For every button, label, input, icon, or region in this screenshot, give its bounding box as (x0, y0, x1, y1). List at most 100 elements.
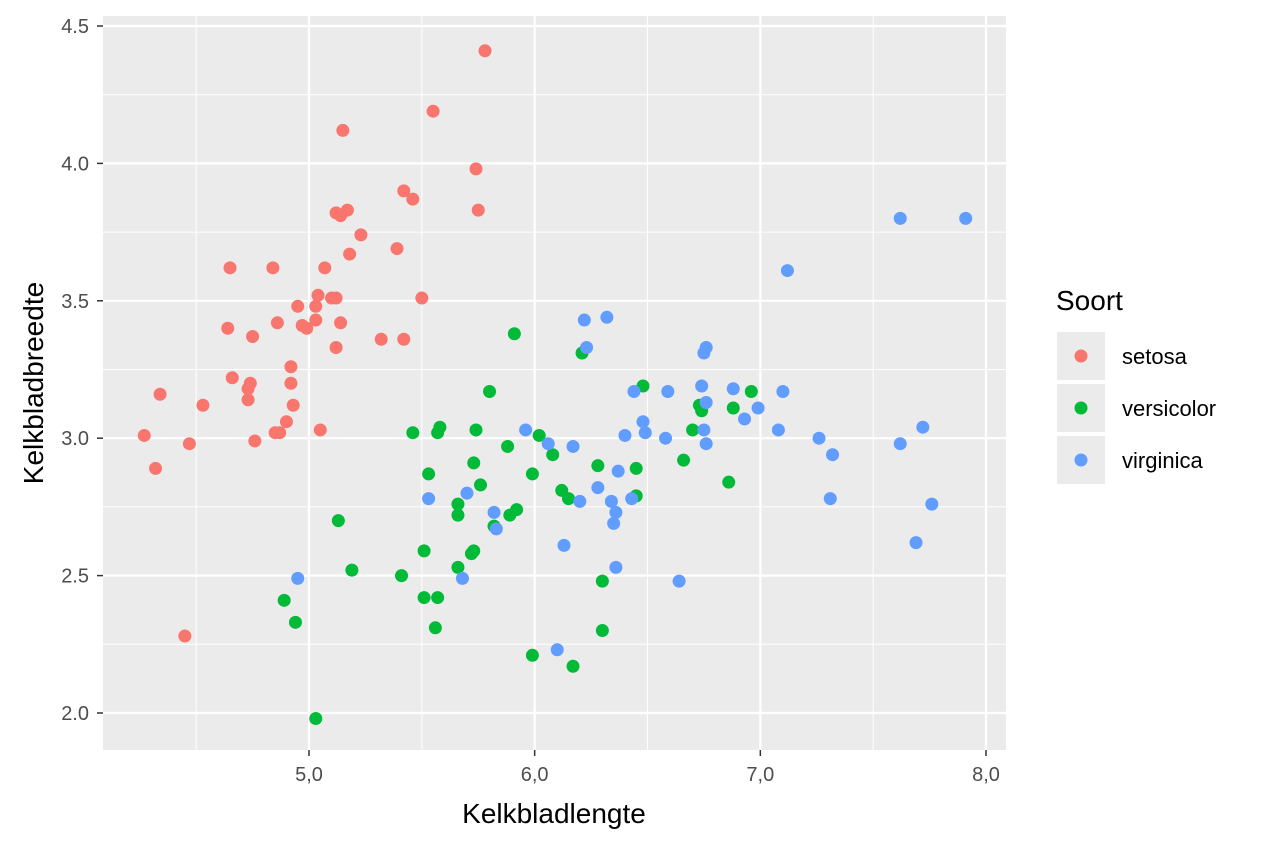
data-point (636, 415, 650, 429)
data-point (893, 211, 907, 225)
data-point (464, 547, 478, 561)
data-point (722, 475, 736, 489)
data-point (313, 423, 327, 437)
data-point (744, 384, 758, 398)
data-point (270, 316, 284, 330)
data-point (780, 264, 794, 278)
data-point (266, 261, 280, 275)
legend-label: setosa (1122, 344, 1188, 369)
data-point (426, 104, 440, 118)
data-point (415, 291, 429, 305)
legend-label: virginica (1122, 448, 1203, 473)
legend-title: Soort (1056, 285, 1123, 316)
data-point (478, 44, 492, 58)
x-tick-label: 8,0 (972, 764, 1000, 786)
legend-item-virginica: virginica (1057, 436, 1203, 484)
data-point (309, 313, 323, 327)
data-point (483, 384, 497, 398)
data-point (550, 643, 564, 657)
data-point (395, 569, 409, 583)
data-point (469, 162, 483, 176)
data-point (686, 423, 700, 437)
x-tick-label: 7,0 (746, 764, 774, 786)
data-point (471, 203, 485, 217)
data-point (925, 497, 939, 511)
data-point (776, 384, 790, 398)
data-point (826, 448, 840, 462)
y-axis-ticks: 2.0 2.5 3.0 3.5 4.0 4.5 (61, 16, 103, 725)
data-point (573, 494, 587, 508)
data-point (503, 508, 517, 522)
data-point (428, 621, 442, 635)
data-point (406, 426, 420, 440)
legend-label: versicolor (1122, 396, 1216, 421)
data-point (318, 261, 332, 275)
data-point (397, 184, 411, 198)
data-point (525, 648, 539, 662)
legend-item-setosa: setosa (1057, 332, 1188, 380)
data-point (607, 516, 621, 530)
data-point (397, 332, 411, 346)
data-point (311, 288, 325, 302)
data-point (751, 401, 765, 415)
data-point (153, 387, 167, 401)
series-virginica (291, 211, 973, 657)
data-point (726, 382, 740, 396)
data-point (329, 341, 343, 355)
y-tick-label: 2.0 (61, 703, 89, 725)
y-tick-label: 4.5 (61, 16, 89, 38)
data-points (137, 44, 973, 725)
data-point (699, 395, 713, 409)
data-point (595, 624, 609, 638)
data-point (248, 434, 262, 448)
legend-item-versicolor: versicolor (1057, 384, 1216, 432)
data-point (672, 574, 686, 588)
data-point (433, 420, 447, 434)
data-point (627, 384, 641, 398)
legend: Soort setosa versicolor virginica (1056, 285, 1216, 484)
data-point (604, 494, 618, 508)
data-point (417, 544, 431, 558)
legend-marker (1074, 349, 1088, 363)
data-point (659, 431, 673, 445)
data-point (149, 461, 163, 475)
data-point (580, 341, 594, 355)
series-versicolor (277, 327, 758, 725)
data-point (893, 437, 907, 451)
data-point (334, 209, 348, 223)
data-point (241, 382, 255, 396)
data-point (959, 211, 973, 225)
data-point (374, 332, 388, 346)
data-point (291, 299, 305, 313)
data-point (246, 330, 260, 344)
data-point (591, 481, 605, 495)
y-tick-label: 4.0 (61, 153, 89, 175)
data-point (562, 492, 576, 506)
data-point (300, 321, 314, 335)
data-point (611, 464, 625, 478)
data-point (697, 346, 711, 360)
data-point (241, 393, 255, 407)
data-point (279, 415, 293, 429)
series-setosa (137, 44, 492, 643)
data-point (625, 492, 639, 506)
data-point (577, 313, 591, 327)
data-point (273, 426, 287, 440)
data-point (519, 423, 533, 437)
plot-panel (103, 16, 1006, 750)
data-point (309, 711, 323, 725)
x-tick-label: 6,0 (521, 764, 549, 786)
data-point (695, 379, 709, 393)
data-point (451, 508, 465, 522)
data-point (309, 299, 323, 313)
y-tick-label: 3.5 (61, 291, 89, 313)
data-point (196, 398, 210, 412)
data-point (566, 659, 580, 673)
data-point (591, 459, 605, 473)
data-point (223, 261, 237, 275)
data-point (334, 316, 348, 330)
data-point (431, 591, 445, 605)
legend-items: setosa versicolor virginica (1057, 332, 1216, 484)
data-point (331, 514, 345, 528)
